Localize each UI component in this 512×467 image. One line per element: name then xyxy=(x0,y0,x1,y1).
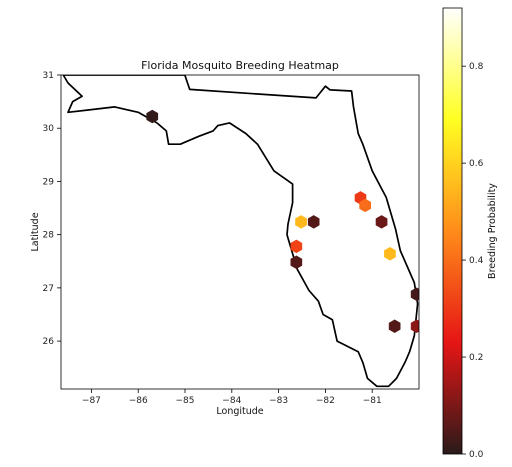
y-axis-ticks: 26 27 28 29 30 31 xyxy=(43,71,61,347)
colorbar-ticks: 0.0 0.2 0.4 0.6 0.8 xyxy=(462,62,484,460)
x-tick-label: −86 xyxy=(129,396,148,406)
hexbin-cell xyxy=(307,215,320,229)
x-tick-label: −81 xyxy=(363,396,382,406)
hexbin-cell xyxy=(290,239,303,254)
colorbar-tick-label: 0.2 xyxy=(469,353,483,363)
colorbar-tick-label: 0.6 xyxy=(469,159,484,169)
hexbin-cell xyxy=(375,215,388,229)
colorbar-tick-label: 0.4 xyxy=(469,256,484,266)
colorbar xyxy=(442,7,463,455)
map-layer xyxy=(62,75,419,388)
x-tick-label: −82 xyxy=(316,396,335,406)
x-axis-label: Longitude xyxy=(216,406,263,417)
florida-outline xyxy=(62,75,419,388)
y-tick-label: 26 xyxy=(43,337,55,347)
y-tick-label: 28 xyxy=(43,231,55,241)
y-tick-label: 30 xyxy=(43,124,55,134)
x-tick-label: −84 xyxy=(222,396,241,406)
hexbin-cell xyxy=(295,215,307,229)
y-tick-label: 31 xyxy=(43,71,54,81)
colorbar-tick-label: 0.0 xyxy=(469,450,484,460)
hexbin-cell xyxy=(410,319,419,333)
hexbin-cell xyxy=(359,198,372,213)
hexbin-cell xyxy=(410,287,419,302)
x-tick-label: −85 xyxy=(176,396,195,406)
colorbar-tick-label: 0.8 xyxy=(469,62,484,72)
y-tick-label: 27 xyxy=(43,284,54,294)
x-axis-ticks: −87 −86 −85 −84 −83 −82 −81 xyxy=(82,389,382,406)
hexbin-layer xyxy=(146,109,419,333)
hexbin-cell xyxy=(146,109,159,124)
x-tick-label: −83 xyxy=(269,396,288,406)
hexbin-cell xyxy=(388,319,401,333)
plot-frame xyxy=(60,74,420,390)
hexbin-cell xyxy=(384,247,396,261)
hexbin-cell xyxy=(290,255,303,270)
chart-title: Florida Mosquito Breeding Heatmap xyxy=(141,59,339,72)
x-tick-label: −87 xyxy=(82,396,101,406)
y-tick-label: 29 xyxy=(43,177,55,187)
y-axis-label: Latitude xyxy=(30,212,41,251)
colorbar-label: Breeding Probability xyxy=(487,183,498,279)
